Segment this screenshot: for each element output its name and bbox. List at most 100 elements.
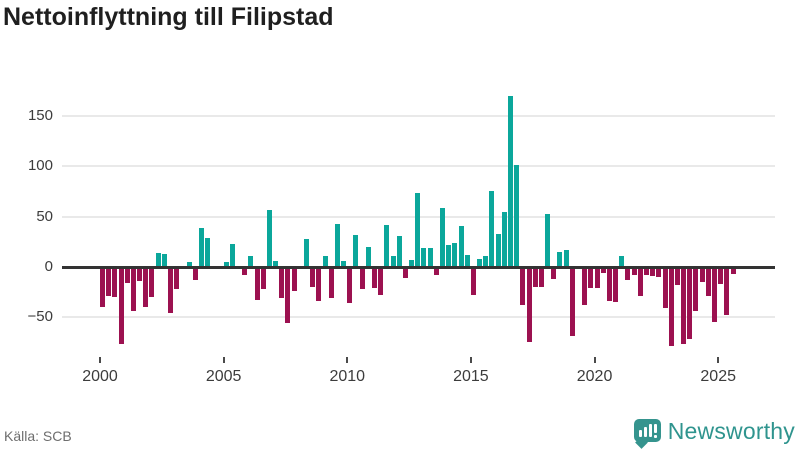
bar-2001-Q1 — [124, 267, 130, 284]
bar-2016-Q3 — [508, 95, 513, 267]
y-axis-label: 150 — [27, 106, 53, 124]
bar-2000-Q4 — [118, 267, 124, 344]
bar-2020-Q3 — [606, 267, 612, 302]
bar-2024-Q2 — [699, 267, 705, 283]
x-axis-tick — [346, 357, 349, 363]
bar-2025-Q3 — [730, 267, 736, 275]
bar-2016-Q2 — [501, 211, 507, 267]
bar-2022-Q4 — [662, 267, 668, 309]
bar-2013-Q4 — [440, 207, 445, 267]
zero-axis-line — [62, 265, 775, 269]
bar-2004-Q1 — [198, 227, 204, 267]
bar-2020-Q1 — [594, 267, 600, 289]
bar-2005-Q2 — [229, 243, 235, 267]
bar-2013-Q3 — [433, 267, 439, 276]
bar-2015-Q3 — [483, 255, 489, 267]
bar-2010-Q4 — [365, 246, 371, 267]
bar-2006-Q1 — [248, 255, 254, 267]
bar-2013-Q2 — [427, 247, 433, 267]
bar-2014-Q4 — [464, 254, 470, 267]
x-axis-label: 2025 — [700, 368, 736, 385]
bar-2011-Q3 — [384, 224, 390, 267]
y-axis-label: 0 — [44, 258, 53, 275]
bar-2012-Q1 — [396, 235, 402, 267]
bar-2009-Q4 — [341, 260, 347, 267]
bar-2012-Q2 — [402, 267, 408, 279]
bar-2020-Q4 — [613, 267, 619, 303]
bar-2003-Q1 — [174, 267, 180, 290]
bar-2003-Q4 — [192, 267, 198, 281]
bar-2006-Q4 — [266, 209, 272, 267]
bar-2017-Q1 — [520, 267, 526, 306]
y-axis-label: −50 — [27, 308, 53, 326]
bar-2006-Q3 — [260, 267, 266, 290]
bar-2020-Q2 — [600, 267, 606, 274]
bar-2009-Q2 — [328, 267, 334, 299]
bar-2022-Q3 — [656, 267, 662, 278]
bar-2002-Q2 — [155, 252, 161, 267]
bar-2003-Q3 — [186, 261, 192, 267]
logo-text: Newsworthy — [667, 417, 795, 444]
bar-2016-Q4 — [514, 165, 520, 267]
gridline — [62, 316, 775, 319]
bar-2009-Q1 — [322, 255, 328, 267]
bar-2019-Q3 — [582, 267, 588, 306]
bar-2001-Q3 — [137, 267, 143, 282]
bar-2011-Q2 — [378, 267, 384, 296]
bar-2023-Q4 — [687, 267, 693, 339]
bar-2017-Q3 — [532, 267, 538, 288]
bar-2021-Q1 — [619, 255, 625, 267]
bar-2014-Q2 — [452, 242, 458, 267]
bar-2024-Q1 — [693, 267, 699, 312]
y-axis-label: 100 — [27, 157, 53, 175]
source-label: Källa: SCB — [4, 428, 72, 444]
bar-2008-Q4 — [316, 267, 322, 302]
bar-2019-Q4 — [588, 267, 594, 289]
bar-2025-Q1 — [718, 267, 724, 285]
bar-2021-Q4 — [637, 267, 643, 297]
bar-2000-Q2 — [106, 267, 112, 297]
bar-2008-Q2 — [304, 238, 309, 267]
bar-2019-Q1 — [569, 267, 575, 336]
bar-2007-Q1 — [273, 260, 279, 267]
x-axis-label: 2020 — [576, 368, 613, 385]
bar-2015-Q2 — [477, 258, 483, 267]
bar-2023-Q1 — [668, 267, 674, 346]
x-axis-tick — [593, 357, 596, 363]
bar-2005-Q4 — [242, 267, 248, 276]
newsworthy-logo[interactable]: Newsworthy — [633, 415, 795, 449]
bar-2007-Q2 — [279, 267, 285, 299]
x-axis-label: 2005 — [205, 368, 242, 385]
bar-2002-Q3 — [161, 253, 167, 267]
chart-title: Nettoinflyttning till Filipstad — [3, 3, 334, 31]
x-axis-label: 2015 — [453, 368, 489, 385]
bar-2011-Q1 — [372, 267, 377, 289]
x-axis-label: 2000 — [82, 368, 118, 385]
bar-2015-Q4 — [489, 191, 495, 267]
gridline — [62, 114, 775, 117]
bar-2006-Q2 — [254, 267, 260, 301]
bar-2022-Q2 — [650, 267, 656, 277]
bar-2021-Q3 — [631, 267, 637, 276]
bar-2007-Q3 — [285, 267, 291, 324]
bar-2024-Q4 — [712, 267, 718, 323]
bar-2023-Q3 — [681, 267, 687, 344]
bar-2009-Q3 — [334, 223, 340, 267]
x-axis-tick — [717, 357, 720, 363]
bar-2011-Q4 — [390, 255, 396, 267]
bar-2007-Q4 — [291, 267, 297, 292]
x-axis-tick — [99, 357, 101, 363]
bar-2002-Q1 — [149, 267, 155, 298]
bar-2024-Q3 — [705, 267, 711, 297]
bar-2018-Q2 — [551, 267, 557, 280]
bar-2004-Q2 — [205, 237, 211, 267]
bar-2023-Q2 — [674, 267, 680, 286]
bar-2018-Q4 — [563, 249, 569, 267]
bar-2010-Q1 — [347, 267, 353, 304]
bar-2017-Q2 — [526, 267, 532, 342]
bar-2000-Q3 — [112, 267, 118, 298]
bar-2018-Q1 — [545, 213, 551, 267]
x-axis-tick — [469, 357, 472, 363]
